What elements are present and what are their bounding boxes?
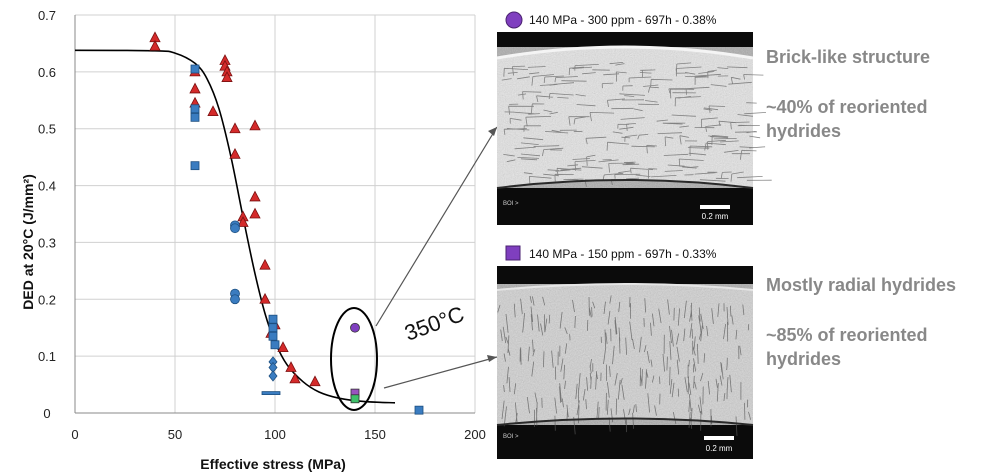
triangle-point xyxy=(249,207,261,219)
micrograph-2-image: 0.2 mm BOI > xyxy=(496,266,754,459)
axes xyxy=(74,15,475,414)
micrograph-1-corner-label: BOI > xyxy=(503,201,519,207)
micrograph-panel-2: 140 MPa - 150 ppm - 697h - 0.33% 0.2 mm … xyxy=(496,245,956,459)
y-tick-label: 0.1 xyxy=(38,349,56,364)
x-tick-label: 0 xyxy=(71,427,78,442)
y-tick-label: 0 xyxy=(43,406,50,421)
chart: 0 0.1 0.2 0.3 0.4 0.5 0.6 0.7 0 50 100 150 200 Effe… xyxy=(20,8,498,472)
y-tick-label: 0.2 xyxy=(38,292,56,307)
micrograph-1-image: 0.2 mm BOI > xyxy=(496,32,772,225)
diamond-point xyxy=(268,370,278,382)
triangle-point xyxy=(277,341,289,353)
micrograph-2-corner-label: BOI > xyxy=(503,434,519,440)
triangle-point xyxy=(259,292,271,304)
square-point xyxy=(270,340,280,350)
x-tick-label: 100 xyxy=(264,427,286,442)
micrograph-2-fraction-line2: hydrides xyxy=(766,349,841,369)
triangle-point xyxy=(259,258,271,270)
triangle-point xyxy=(229,147,241,159)
arrowhead-top xyxy=(488,127,497,136)
triangle-point xyxy=(285,361,297,372)
y-tick-label: 0.4 xyxy=(38,179,56,194)
square-point xyxy=(350,394,360,404)
y-tick-labels: 0 0.1 0.2 0.3 0.4 0.5 0.6 0.7 xyxy=(38,8,56,421)
x-axis-title: Effective stress (MPa) xyxy=(200,456,346,472)
micrograph-2-caption: 140 MPa - 150 ppm - 697h - 0.33% xyxy=(529,247,717,261)
square-point xyxy=(190,161,200,171)
fit-curve xyxy=(74,49,396,404)
temperature-annotation: 350°C xyxy=(401,301,467,346)
circle-point xyxy=(230,294,240,305)
y-tick-label: 0.5 xyxy=(38,122,56,137)
x-tick-label: 150 xyxy=(364,427,386,442)
triangle-point xyxy=(289,372,301,384)
triangle-point xyxy=(207,105,219,117)
micrograph-1-fraction-line1: ~40% of reoriented xyxy=(766,97,928,117)
square-point xyxy=(268,314,278,324)
square-point xyxy=(190,64,200,74)
triangle-point xyxy=(237,216,249,227)
micrograph-1-scale-label: 0.2 mm xyxy=(702,212,729,221)
micrograph-2-scale-label: 0.2 mm xyxy=(706,444,733,453)
square-point xyxy=(190,112,200,122)
triangle-point xyxy=(149,39,161,51)
x-tick-label: 50 xyxy=(168,427,182,442)
micrograph-2-description: Mostly radial hydrides xyxy=(766,275,956,295)
triangle-point xyxy=(309,375,321,387)
highlight-ellipse xyxy=(330,307,378,411)
arrow-to-bottom-micrograph xyxy=(383,356,498,389)
y-tick-label: 0.3 xyxy=(38,235,56,250)
square-point xyxy=(190,104,200,114)
square-point xyxy=(414,405,424,415)
triangle-point xyxy=(229,122,241,134)
micrograph-1-caption: 140 MPa - 300 ppm - 697h - 0.38% xyxy=(529,13,717,27)
circle-point xyxy=(230,223,240,234)
y-tick-label: 0.6 xyxy=(38,65,56,80)
data-points xyxy=(149,31,424,415)
y-tick-label: 0.7 xyxy=(38,8,56,23)
dash-point xyxy=(261,391,281,396)
y-axis-title: DED at 20°C (J/mm²) xyxy=(20,174,36,310)
triangle-point xyxy=(189,82,201,94)
square-point xyxy=(268,323,278,333)
triangle-point xyxy=(249,190,261,202)
x-tick-label: 200 xyxy=(464,427,486,442)
square-point xyxy=(268,331,278,341)
micrograph-1-marker-icon xyxy=(505,11,523,29)
arrow-to-top-micrograph xyxy=(375,126,498,327)
triangle-point xyxy=(249,119,261,131)
micrograph-2-marker-icon xyxy=(505,245,521,261)
arrowhead-bottom xyxy=(487,355,497,362)
triangle-point xyxy=(221,71,233,82)
micrograph-2-fraction-line1: ~85% of reoriented xyxy=(766,325,928,345)
grid-lines xyxy=(74,14,476,414)
x-tick-labels: 0 50 100 150 200 xyxy=(71,427,485,442)
circle-point xyxy=(350,322,360,333)
micrograph-1-description: Brick-like structure xyxy=(766,47,930,67)
micrograph-panel-1: 140 MPa - 300 ppm - 697h - 0.38% 0.2 mm … xyxy=(496,11,930,225)
micrograph-1-fraction-line2: hydrides xyxy=(766,121,841,141)
